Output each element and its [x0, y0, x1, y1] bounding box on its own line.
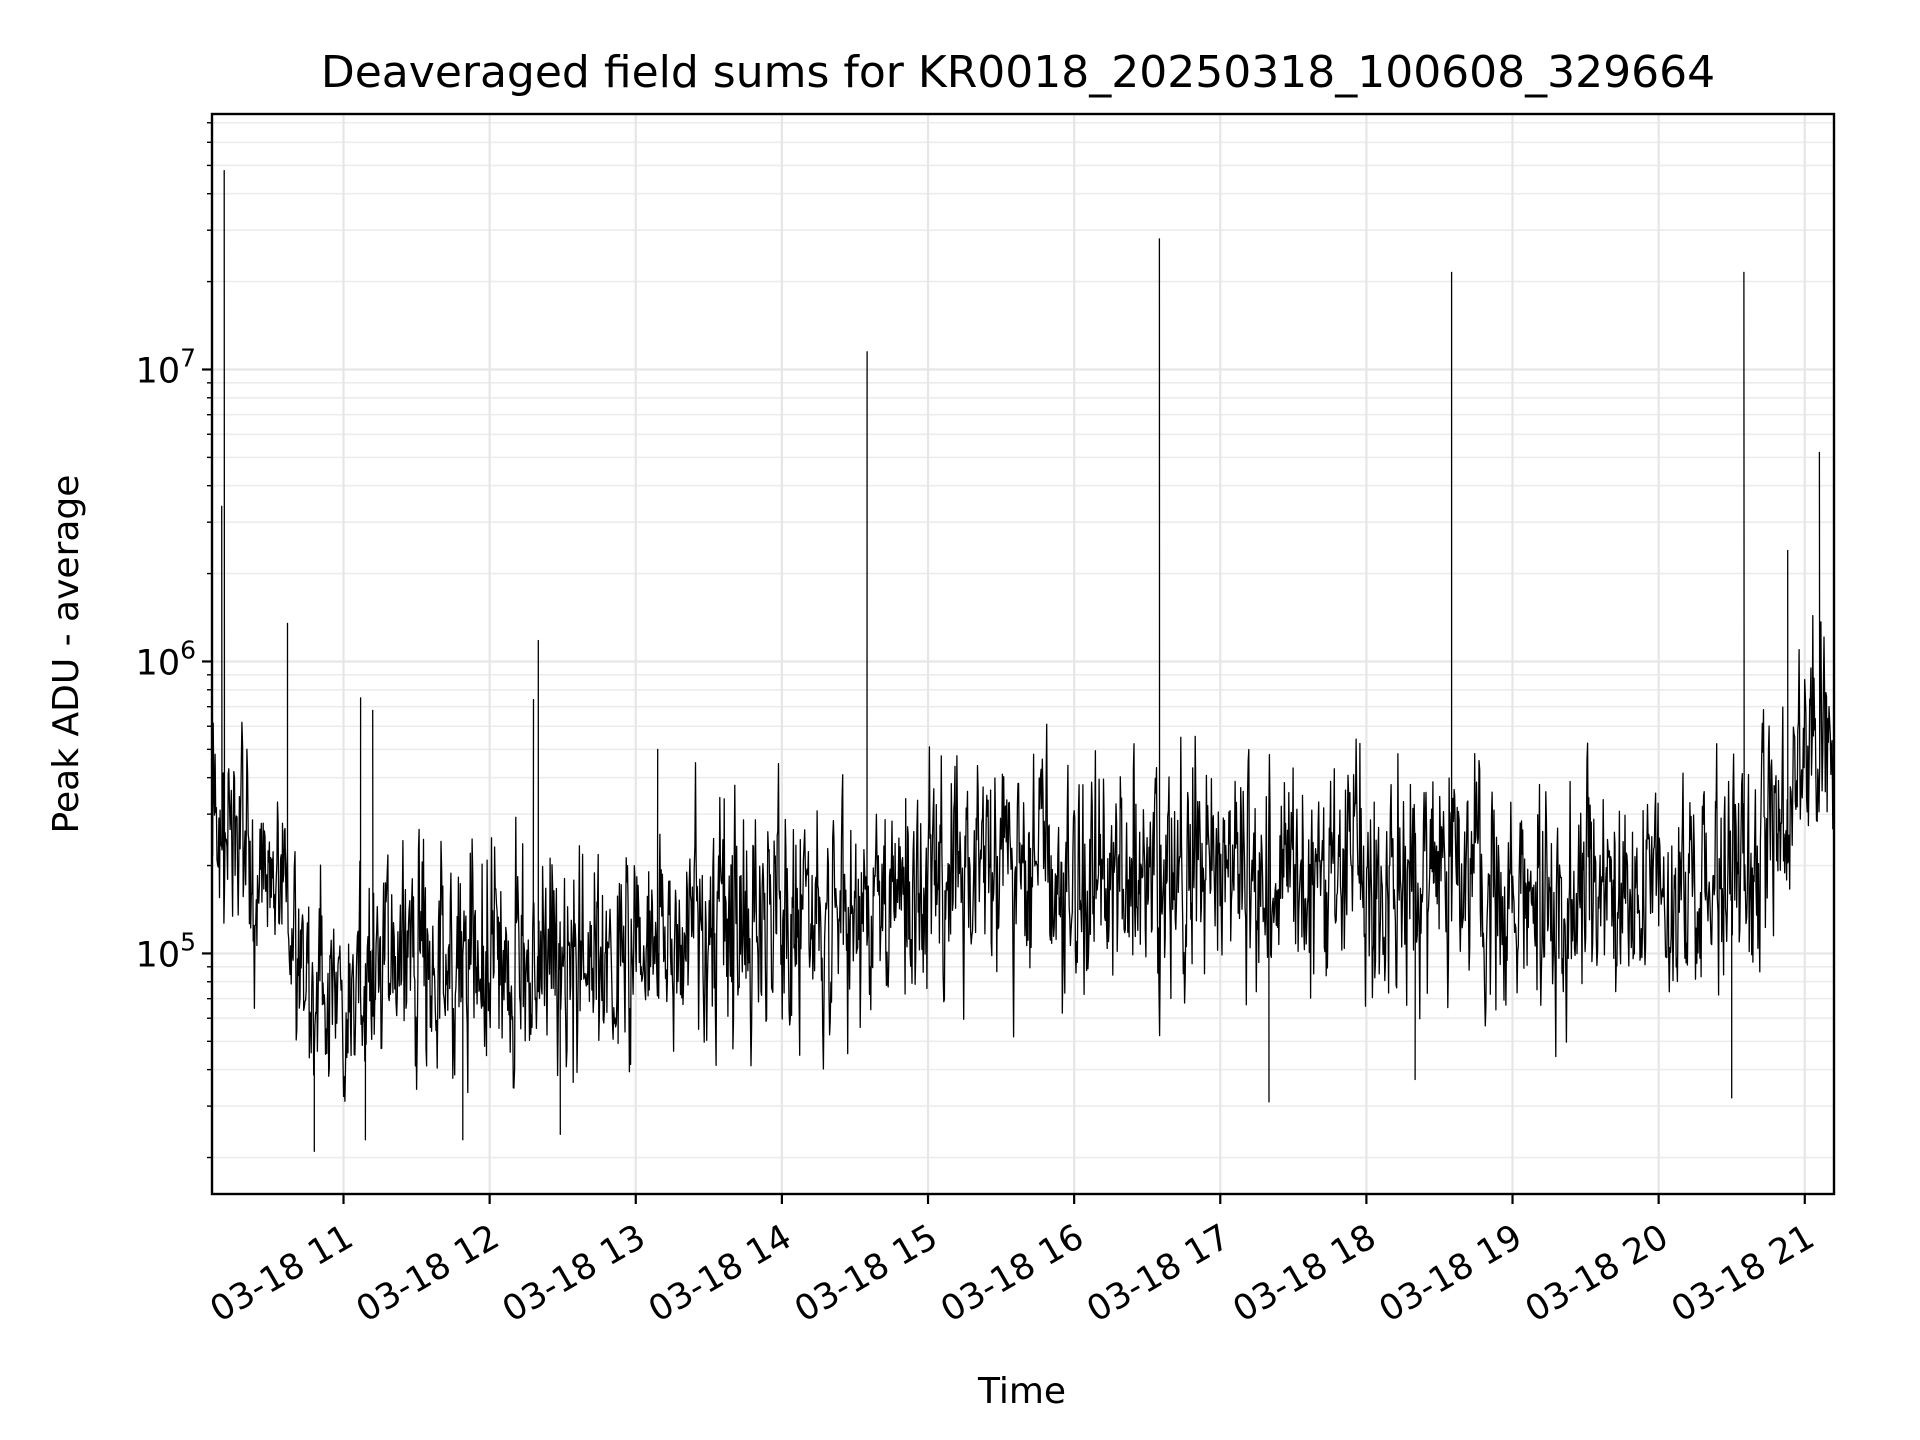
axes-frame	[210, 112, 1836, 1196]
y-axis-label: Peak ADU - average	[46, 475, 87, 834]
chart-title: Deaveraged field sums for KR0018_2025031…	[321, 47, 1715, 98]
y-tick-label: 107	[136, 343, 196, 391]
series-line	[211, 169, 1835, 1152]
plot-area	[211, 169, 1835, 1152]
y-tick-label: 106	[136, 635, 196, 683]
y-tick-label: 105	[136, 927, 196, 975]
x-axis-label: Time	[977, 1371, 1066, 1412]
y-axis: 105 106 107	[136, 122, 212, 1159]
